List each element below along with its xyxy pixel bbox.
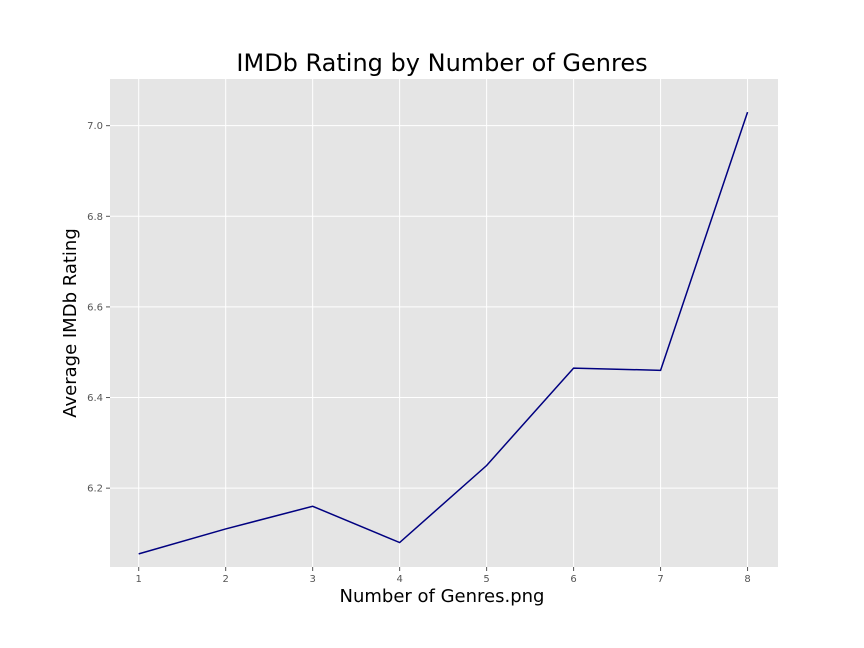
x-tick-label: 4 (396, 574, 402, 585)
axis-ticks: 1 2 3 4 5 6 7 8 6.2 6.4 6.6 6.8 7.0 (87, 121, 751, 585)
x-tick-label: 8 (744, 574, 750, 585)
x-tick-label: 7 (657, 574, 663, 585)
y-tick-label: 6.6 (87, 302, 103, 313)
x-tick-label: 2 (222, 574, 228, 585)
x-axis-label: Number of Genres.png (340, 586, 545, 607)
chart-title: IMDb Rating by Number of Genres (236, 49, 647, 77)
x-tick-label: 5 (483, 574, 489, 585)
y-tick-label: 6.2 (87, 484, 103, 495)
x-tick-label: 6 (570, 574, 576, 585)
y-tick-label: 6.8 (87, 212, 103, 223)
series-line (138, 111, 749, 555)
x-tick-label: 1 (136, 574, 142, 585)
plot-area (110, 79, 778, 567)
y-tick-label: 6.4 (87, 393, 103, 404)
y-tick-label: 7.0 (87, 121, 103, 132)
grid-lines (110, 79, 778, 567)
y-axis-label: Average IMDb Rating (60, 228, 81, 418)
x-tick-label: 3 (309, 574, 315, 585)
